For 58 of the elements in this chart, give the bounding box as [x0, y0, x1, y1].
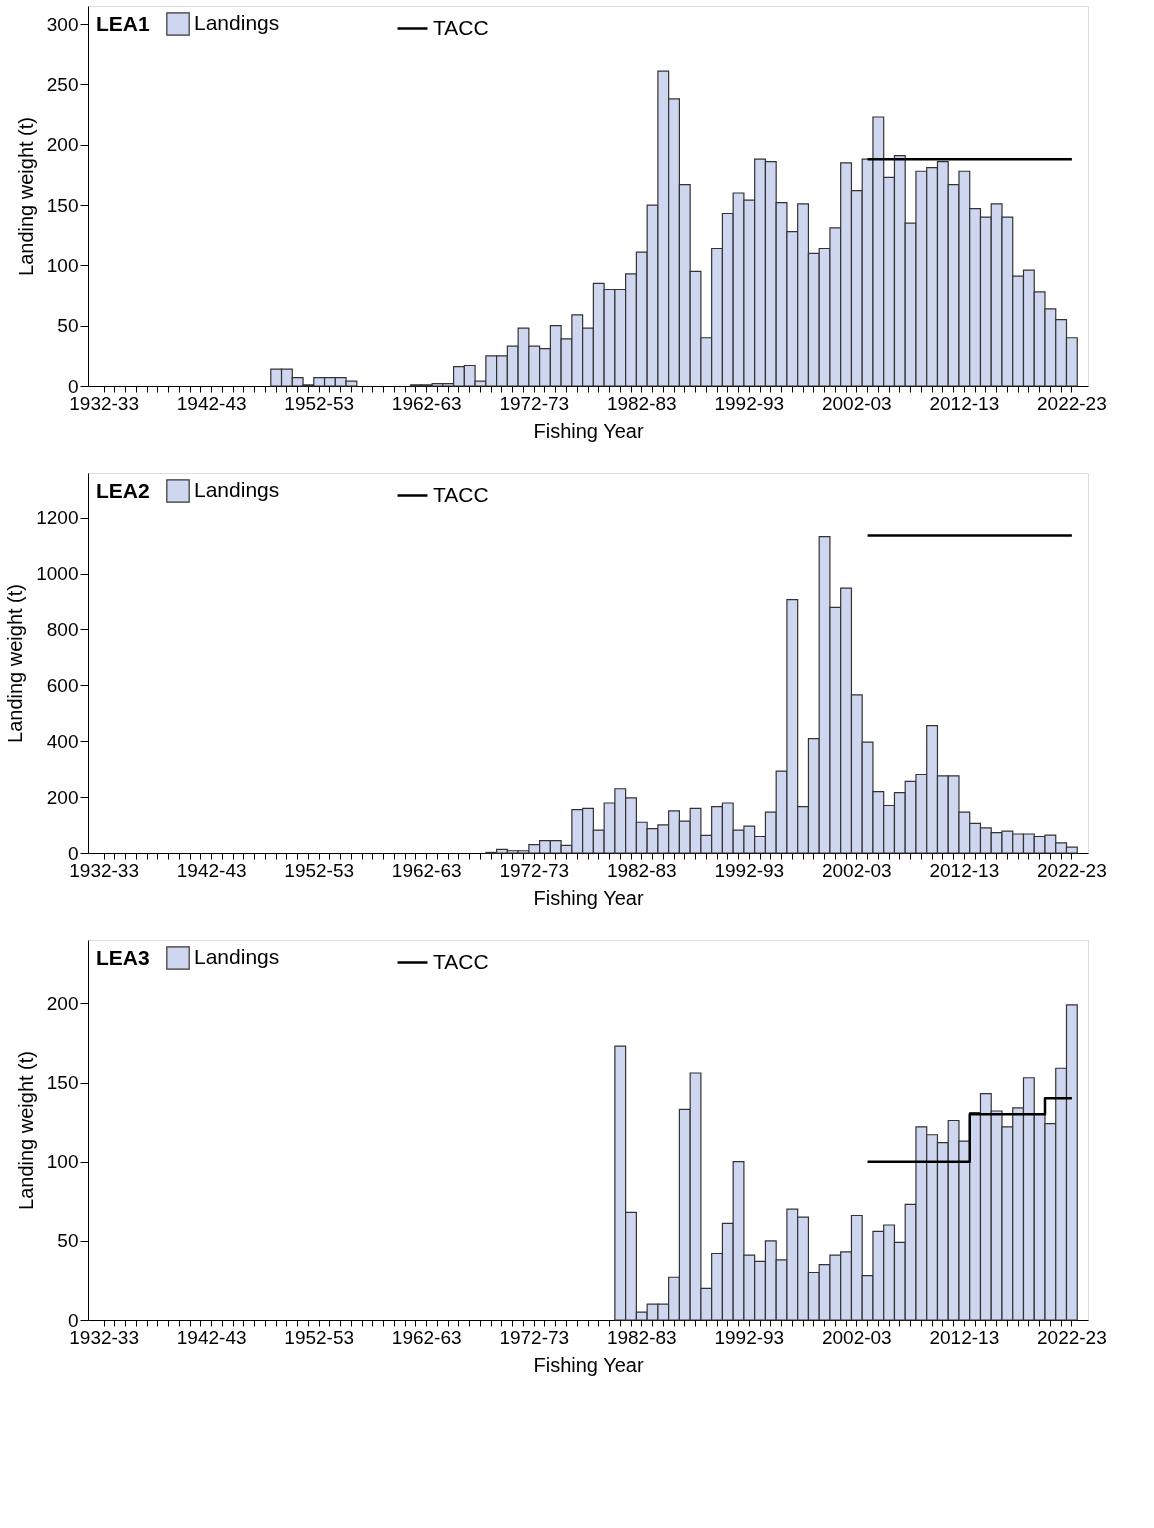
y-axis-title: Landing weight (t)	[14, 1051, 37, 1210]
legend-label: TACC	[433, 15, 489, 39]
y-tick-label: 200	[46, 992, 79, 1014]
y-tick-label: 50	[57, 1230, 79, 1252]
x-axis-title: Fishing Year	[533, 886, 644, 909]
legend-label: Landings	[194, 478, 280, 501]
x-tick-label: 1962-63	[391, 392, 462, 414]
y-tick-label: 150	[46, 194, 79, 216]
y-tick-label: 1000	[36, 563, 79, 585]
y-tick-label: 100	[46, 1151, 79, 1173]
legend-title: LEA2	[96, 479, 150, 502]
legend-title: LEA1	[96, 12, 150, 35]
y-tick-label: 200	[46, 134, 79, 156]
x-tick-label: 2022-23	[1037, 392, 1107, 414]
x-tick-label: 1952-53	[284, 1326, 355, 1348]
legend-label: Landings	[194, 11, 280, 34]
legend-title: LEA3	[96, 946, 150, 969]
x-tick-label: 1972-73	[499, 859, 570, 881]
x-tick-label: 2022-23	[1037, 1326, 1107, 1348]
y-tick-label: 50	[57, 315, 79, 337]
x-tick-label: 1972-73	[499, 1326, 570, 1348]
y-tick-label: 100	[46, 254, 79, 276]
y-tick-label: 800	[46, 618, 79, 640]
legend-label: TACC	[433, 482, 489, 506]
x-tick-label: 2002-03	[821, 392, 892, 414]
y-tick-label: 250	[46, 73, 79, 95]
x-tick-label: 2012-13	[929, 1326, 1000, 1348]
y-tick-label: 200	[46, 786, 79, 808]
y-tick-label: 600	[46, 674, 79, 696]
x-tick-label: 1942-43	[176, 392, 247, 414]
x-tick-label: 1992-93	[714, 859, 785, 881]
legend-label: TACC	[433, 949, 489, 973]
x-tick-label: 1962-63	[391, 859, 462, 881]
y-tick-label: 300	[46, 13, 79, 35]
x-tick-label: 1962-63	[391, 1326, 462, 1348]
x-tick-label: 2012-13	[929, 859, 1000, 881]
y-tick-label: 1200	[36, 507, 79, 529]
y-tick-label: 150	[46, 1072, 79, 1093]
legend-label: Landings	[194, 945, 280, 968]
x-tick-label: 1942-43	[176, 859, 247, 881]
y-axis-title: Landing weight (t)	[4, 584, 27, 743]
y-tick-label: 400	[46, 730, 79, 752]
x-tick-label: 1992-93	[714, 392, 785, 414]
x-tick-label: 1982-83	[606, 392, 677, 414]
x-tick-label: 2002-03	[821, 1326, 892, 1348]
x-tick-label: 2002-03	[821, 859, 892, 881]
y-axis-title: Landing weight (t)	[14, 117, 37, 276]
x-tick-label: 1982-83	[606, 859, 677, 881]
x-axis-title: Fishing Year	[533, 1353, 644, 1376]
x-tick-label: 1992-93	[714, 1326, 785, 1348]
x-tick-label: 1942-43	[176, 1326, 247, 1348]
x-axis-title: Fishing Year	[533, 419, 644, 442]
x-tick-label: 1952-53	[284, 859, 355, 881]
x-tick-label: 1982-83	[606, 1326, 677, 1348]
x-tick-label: 2022-23	[1037, 859, 1107, 881]
x-tick-label: 1952-53	[284, 392, 355, 414]
x-tick-label: 1972-73	[499, 392, 570, 414]
x-tick-label: 2012-13	[929, 392, 1000, 414]
